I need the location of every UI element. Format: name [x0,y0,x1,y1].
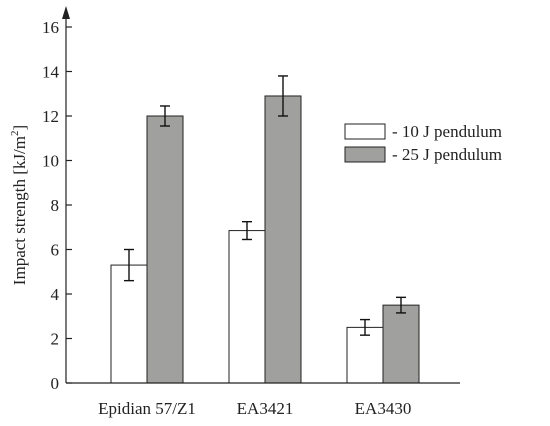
y-tick-label: 12 [42,107,59,126]
y-axis-title-close: ] [10,125,29,131]
y-axis-arrow [62,6,70,19]
error-bars-group [124,75,406,336]
legend-label-10j: - 10 J pendulum [392,122,502,141]
bar-25j-1 [264,95,302,384]
y-tick-label: 4 [51,285,60,304]
legend-label-25j: - 25 J pendulum [392,145,502,164]
y-tick-label: 0 [51,374,60,393]
y-tick-label: 10 [42,152,59,171]
legend: - 10 J pendulum - 25 J pendulum [344,122,502,164]
bar-10j-1 [228,230,266,384]
y-axis-title-main: Impact strength [kJ/m [10,136,29,285]
bar-10j-0 [110,264,148,384]
category-label: EA3430 [355,399,412,418]
bar-25j-0 [146,115,184,384]
category-label: EA3421 [237,399,294,418]
y-tick-label: 14 [42,63,60,82]
axes-group [62,6,460,384]
y-axis-title: Impact strength [kJ/m2] [9,125,29,285]
y-tick-label: 8 [51,196,60,215]
x-categories-group: Epidian 57/Z1 EA3421 EA3430 [98,399,411,418]
legend-swatch-10j [344,123,386,140]
y-tick-label: 6 [51,241,60,260]
y-tick-label: 2 [51,330,60,349]
y-tick-label: 16 [42,18,59,37]
y-ticks-group: 0 2 4 6 8 10 12 14 16 [42,18,72,393]
y-axis-title-sup: 2 [9,130,21,136]
bar-25j-2 [382,304,420,384]
legend-swatch-25j [344,146,386,163]
category-label: Epidian 57/Z1 [98,399,196,418]
